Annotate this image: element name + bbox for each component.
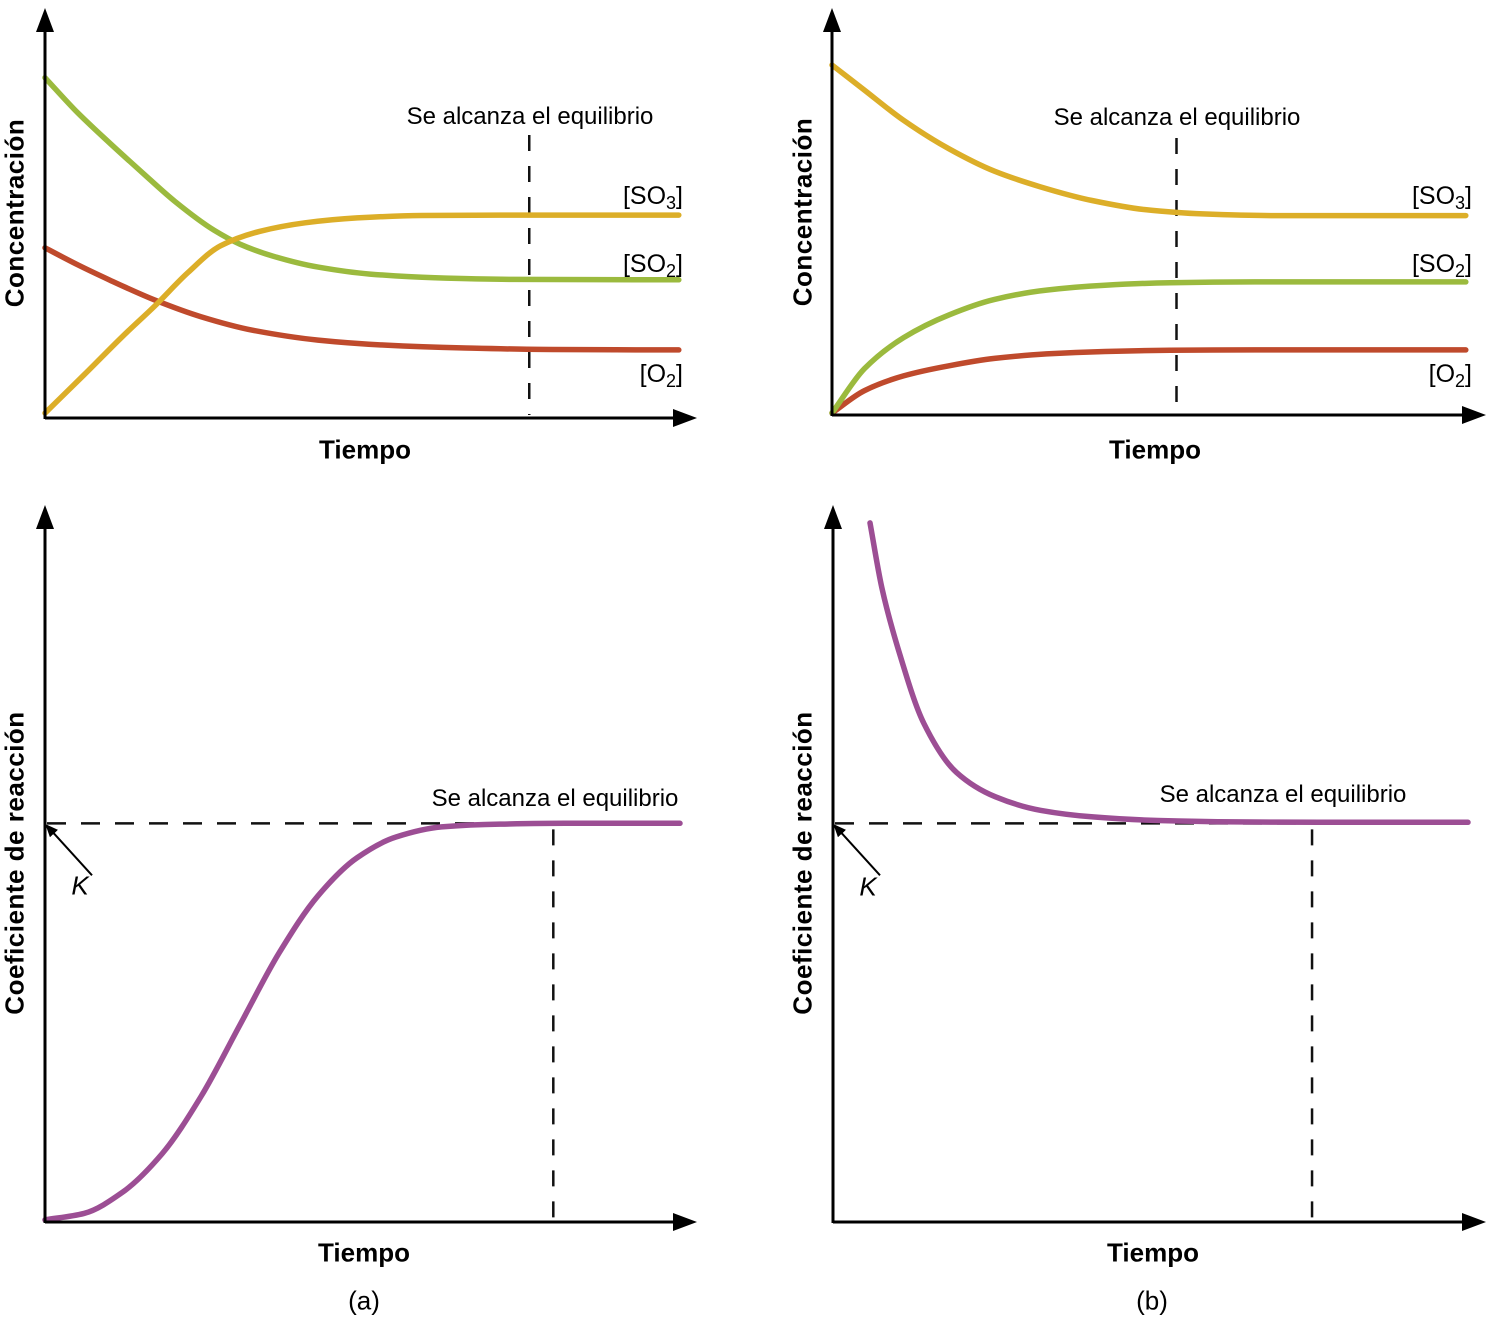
series-label-text: [O (1428, 360, 1456, 388)
series-label-text: ] (676, 250, 683, 278)
equilibrium-annotation-a-bottom: Se alcanza el equilibrio (431, 785, 679, 812)
y-axis-label-coeficiente-a: Coeficiente de reacción (0, 711, 30, 1015)
series-label-text: [O (639, 360, 667, 388)
panel-coeficiente-a (36, 505, 697, 1231)
curve-so2 (42, 74, 682, 283)
curve-q (42, 820, 683, 1223)
y-axis-label-concentracion-a: Concentración (0, 118, 30, 308)
curve-so3 (829, 62, 1469, 219)
y-axis-label-concentracion-b: Concentración (787, 117, 818, 307)
panel-caption-b: (b) (1136, 1285, 1168, 1316)
series-label-so2-b: [SO2] (1412, 251, 1472, 281)
series-label-subscript: 2 (666, 261, 677, 281)
panel-concentracion-b (823, 8, 1486, 424)
curve-o2 (829, 347, 1469, 416)
x-axis-label-tiempo-b-top: Tiempo (1109, 434, 1201, 465)
curve-q (867, 520, 1471, 826)
series-label-text: [SO (622, 250, 667, 278)
series-label-subscript: 2 (1455, 261, 1466, 281)
k-pointer-arrow (833, 823, 881, 877)
series-label-text: ] (1465, 360, 1472, 388)
k-constant-label-b: K (859, 871, 877, 902)
series-label-subscript: 3 (1455, 193, 1466, 213)
series-label-text: ] (1465, 182, 1472, 210)
equilibrium-annotation-a-top: Se alcanza el equilibrio (406, 103, 654, 130)
y-axis-label-coeficiente-b: Coeficiente de reacción (787, 711, 818, 1015)
series-label-so3-b: [SO3] (1412, 183, 1472, 213)
curve-so3 (42, 212, 682, 416)
equilibrium-annotation-b-bottom: Se alcanza el equilibrio (1159, 781, 1407, 808)
series-label-o2-b: [O2] (1429, 361, 1472, 391)
x-axis-label-tiempo-a-bottom: Tiempo (318, 1237, 410, 1268)
k-constant-label-a: K (71, 870, 89, 901)
panel-caption-a: (a) (348, 1285, 380, 1316)
series-label-text: ] (1465, 250, 1472, 278)
series-label-subscript: 2 (666, 371, 677, 391)
x-axis-label-tiempo-b-bottom: Tiempo (1107, 1237, 1199, 1268)
curve-so2 (829, 279, 1469, 416)
series-label-so2-a: [SO2] (623, 251, 683, 281)
equilibrium-annotation-b-top: Se alcanza el equilibrio (1053, 104, 1301, 131)
series-label-subscript: 3 (666, 193, 677, 213)
panel-coeficiente-b (824, 505, 1486, 1231)
series-label-text: ] (676, 182, 683, 210)
panel-concentracion-a (36, 8, 697, 427)
series-label-o2-a: [O2] (640, 361, 683, 391)
series-label-text: [SO (622, 182, 667, 210)
series-label-subscript: 2 (1455, 371, 1466, 391)
curve-o2 (42, 245, 682, 353)
series-label-text: [SO (1411, 250, 1456, 278)
series-label-text: [SO (1411, 182, 1456, 210)
k-pointer-arrow (45, 823, 93, 877)
x-axis-label-tiempo-a-top: Tiempo (319, 434, 411, 465)
series-label-text: ] (676, 360, 683, 388)
series-label-so3-a: [SO3] (623, 183, 683, 213)
